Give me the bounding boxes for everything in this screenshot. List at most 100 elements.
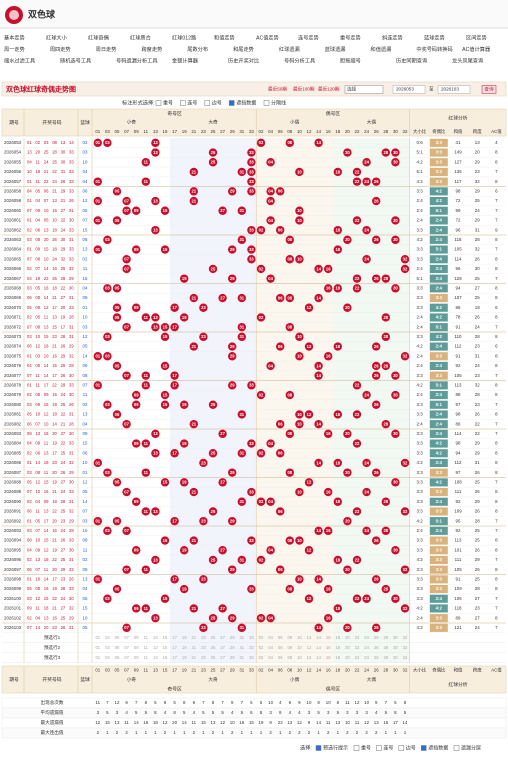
preselect-cell[interactable]: 09 — [134, 645, 139, 650]
preselect-cell[interactable]: 16 — [326, 655, 331, 660]
checkbox-label[interactable]: 预选行提示 — [323, 744, 348, 751]
nav-link[interactable]: 周一走势 — [4, 45, 25, 53]
preselect-cell[interactable]: 15 — [163, 655, 168, 660]
preselect-cell[interactable]: 10 — [297, 645, 302, 650]
preselect-cell[interactable]: 07 — [124, 655, 129, 660]
preselect-cell[interactable]: 20 — [345, 635, 350, 640]
preselect-cell[interactable]: 01 — [95, 645, 100, 650]
preselect-cell[interactable]: 19 — [182, 645, 187, 650]
nav-link[interactable]: 金额计算器 — [172, 56, 199, 64]
preselect-cell[interactable]: 32 — [403, 635, 408, 640]
from-value[interactable]: 2026053 — [396, 87, 414, 92]
nav-link[interactable]: 跨度走势 — [141, 45, 162, 53]
checkbox[interactable] — [263, 100, 270, 106]
query-label[interactable]: 查询 — [484, 86, 494, 93]
nav-link[interactable]: 中奖号码转换码 — [416, 45, 452, 53]
preselect-cell[interactable]: 17 — [172, 655, 177, 660]
preselect-cell[interactable]: 07 — [124, 635, 129, 640]
recent-link[interactable]: 最近100期 — [293, 86, 315, 93]
preselect-cell[interactable]: 21 — [191, 635, 196, 640]
preselect-cell[interactable]: 17 — [172, 645, 177, 650]
preselect-cell[interactable]: 29 — [230, 635, 235, 640]
preselect-cell[interactable]: 03 — [105, 655, 110, 660]
preselect-cell[interactable]: 19 — [182, 635, 187, 640]
preselect-cell[interactable]: 09 — [134, 635, 139, 640]
preselect-cell[interactable]: 08 — [287, 645, 292, 650]
preselect-cell[interactable]: 02 — [259, 655, 264, 660]
nav-link[interactable]: 和值遗漏 — [371, 45, 392, 53]
checkbox[interactable] — [398, 745, 405, 751]
checkbox-label[interactable]: 遮挡数据 — [236, 99, 256, 106]
preselect-cell[interactable]: 29 — [230, 645, 235, 650]
preselect-cell[interactable]: 24 — [364, 655, 369, 660]
nav-link[interactable]: 尾数分布 — [187, 45, 208, 53]
preselect-cell[interactable]: 02 — [259, 635, 264, 640]
select-label[interactable]: 选择 — [347, 86, 357, 93]
nav-link[interactable]: 号码分析工具 — [284, 56, 315, 64]
query-button[interactable] — [481, 85, 497, 94]
preselect-cell[interactable]: 03 — [105, 635, 110, 640]
preselect-cell[interactable]: 14 — [316, 645, 321, 650]
nav-link[interactable]: 红球012路 — [172, 33, 197, 41]
checkbox[interactable] — [353, 745, 360, 751]
checkbox-label[interactable]: 连号 — [187, 99, 197, 106]
preselect-cell[interactable]: 13 — [153, 645, 158, 650]
preselect-cell[interactable]: 18 — [335, 635, 340, 640]
preselect-cell[interactable]: 30 — [393, 645, 398, 650]
preselect-cell[interactable]: 24 — [364, 645, 369, 650]
nav-link[interactable]: 红球遗漏 — [279, 45, 300, 53]
preselect-cell[interactable]: 19 — [182, 655, 187, 660]
nav-link[interactable]: 和尾走势 — [233, 45, 254, 53]
checkbox-label[interactable]: 分隔线 — [271, 99, 286, 106]
preselect-cell[interactable]: 11 — [144, 645, 149, 650]
preselect-cell[interactable]: 10 — [297, 655, 302, 660]
preselect-cell[interactable]: 30 — [393, 635, 398, 640]
preselect-cell[interactable]: 30 — [393, 655, 398, 660]
preselect-cell[interactable]: 04 — [268, 655, 273, 660]
preselect-cell[interactable]: 25 — [211, 655, 216, 660]
preselect-cell[interactable]: 16 — [326, 635, 331, 640]
preselect-cell[interactable]: 01 — [95, 635, 100, 640]
checkbox-label[interactable]: 重号 — [361, 744, 371, 751]
preselect-cell[interactable]: 29 — [230, 655, 235, 660]
nav-link[interactable]: 红球质合 — [130, 33, 152, 41]
nav-link[interactable]: 红球奇偶 — [88, 33, 109, 41]
preselect-cell[interactable]: 06 — [278, 635, 283, 640]
nav-link[interactable]: 号码遗漏分析工具 — [116, 56, 158, 64]
preselect-cell[interactable]: 31 — [239, 635, 244, 640]
nav-link[interactable]: 蓝球遗漏 — [325, 45, 346, 53]
nav-link[interactable]: 基本走势 — [4, 33, 25, 41]
nav-link[interactable]: 重号走势 — [340, 33, 361, 41]
checkbox[interactable] — [204, 100, 211, 106]
preselect-cell[interactable]: 12 — [307, 635, 312, 640]
nav-link[interactable]: 胆拖缩号 — [340, 56, 361, 64]
to-value[interactable]: 2026103 — [441, 87, 459, 92]
nav-link[interactable]: AC值计算器 — [462, 45, 491, 53]
preselect-cell[interactable]: 05 — [115, 645, 120, 650]
preselect-cell[interactable]: 31 — [239, 655, 244, 660]
nav-link[interactable]: AC值走势 — [256, 33, 279, 41]
preselect-cell[interactable]: 03 — [105, 645, 110, 650]
recent-link[interactable]: 最近120期 — [318, 86, 340, 93]
preselect-cell[interactable]: 18 — [335, 645, 340, 650]
nav-link[interactable]: 周日走势 — [96, 45, 117, 53]
preselect-cell[interactable]: 02 — [259, 645, 264, 650]
preselect-cell[interactable]: 27 — [220, 655, 225, 660]
checkbox-label[interactable]: 重号 — [163, 99, 173, 106]
checkbox[interactable] — [180, 100, 186, 106]
preselect-cell[interactable]: 14 — [316, 655, 321, 660]
checkbox[interactable] — [453, 745, 460, 751]
preselect-cell[interactable]: 32 — [403, 645, 408, 650]
preselect-cell[interactable]: 33 — [249, 635, 254, 640]
preselect-cell[interactable]: 28 — [383, 655, 388, 660]
preselect-cell[interactable]: 33 — [249, 645, 254, 650]
checkbox[interactable] — [228, 100, 235, 106]
preselect-cell[interactable]: 01 — [95, 655, 100, 660]
preselect-cell[interactable]: 31 — [239, 645, 244, 650]
checkbox[interactable] — [315, 745, 322, 751]
checkbox[interactable] — [420, 745, 427, 751]
preselect-cell[interactable]: 32 — [403, 655, 408, 660]
checkbox[interactable] — [376, 745, 382, 751]
preselect-cell[interactable]: 08 — [287, 635, 292, 640]
preselect-cell[interactable]: 17 — [172, 635, 177, 640]
